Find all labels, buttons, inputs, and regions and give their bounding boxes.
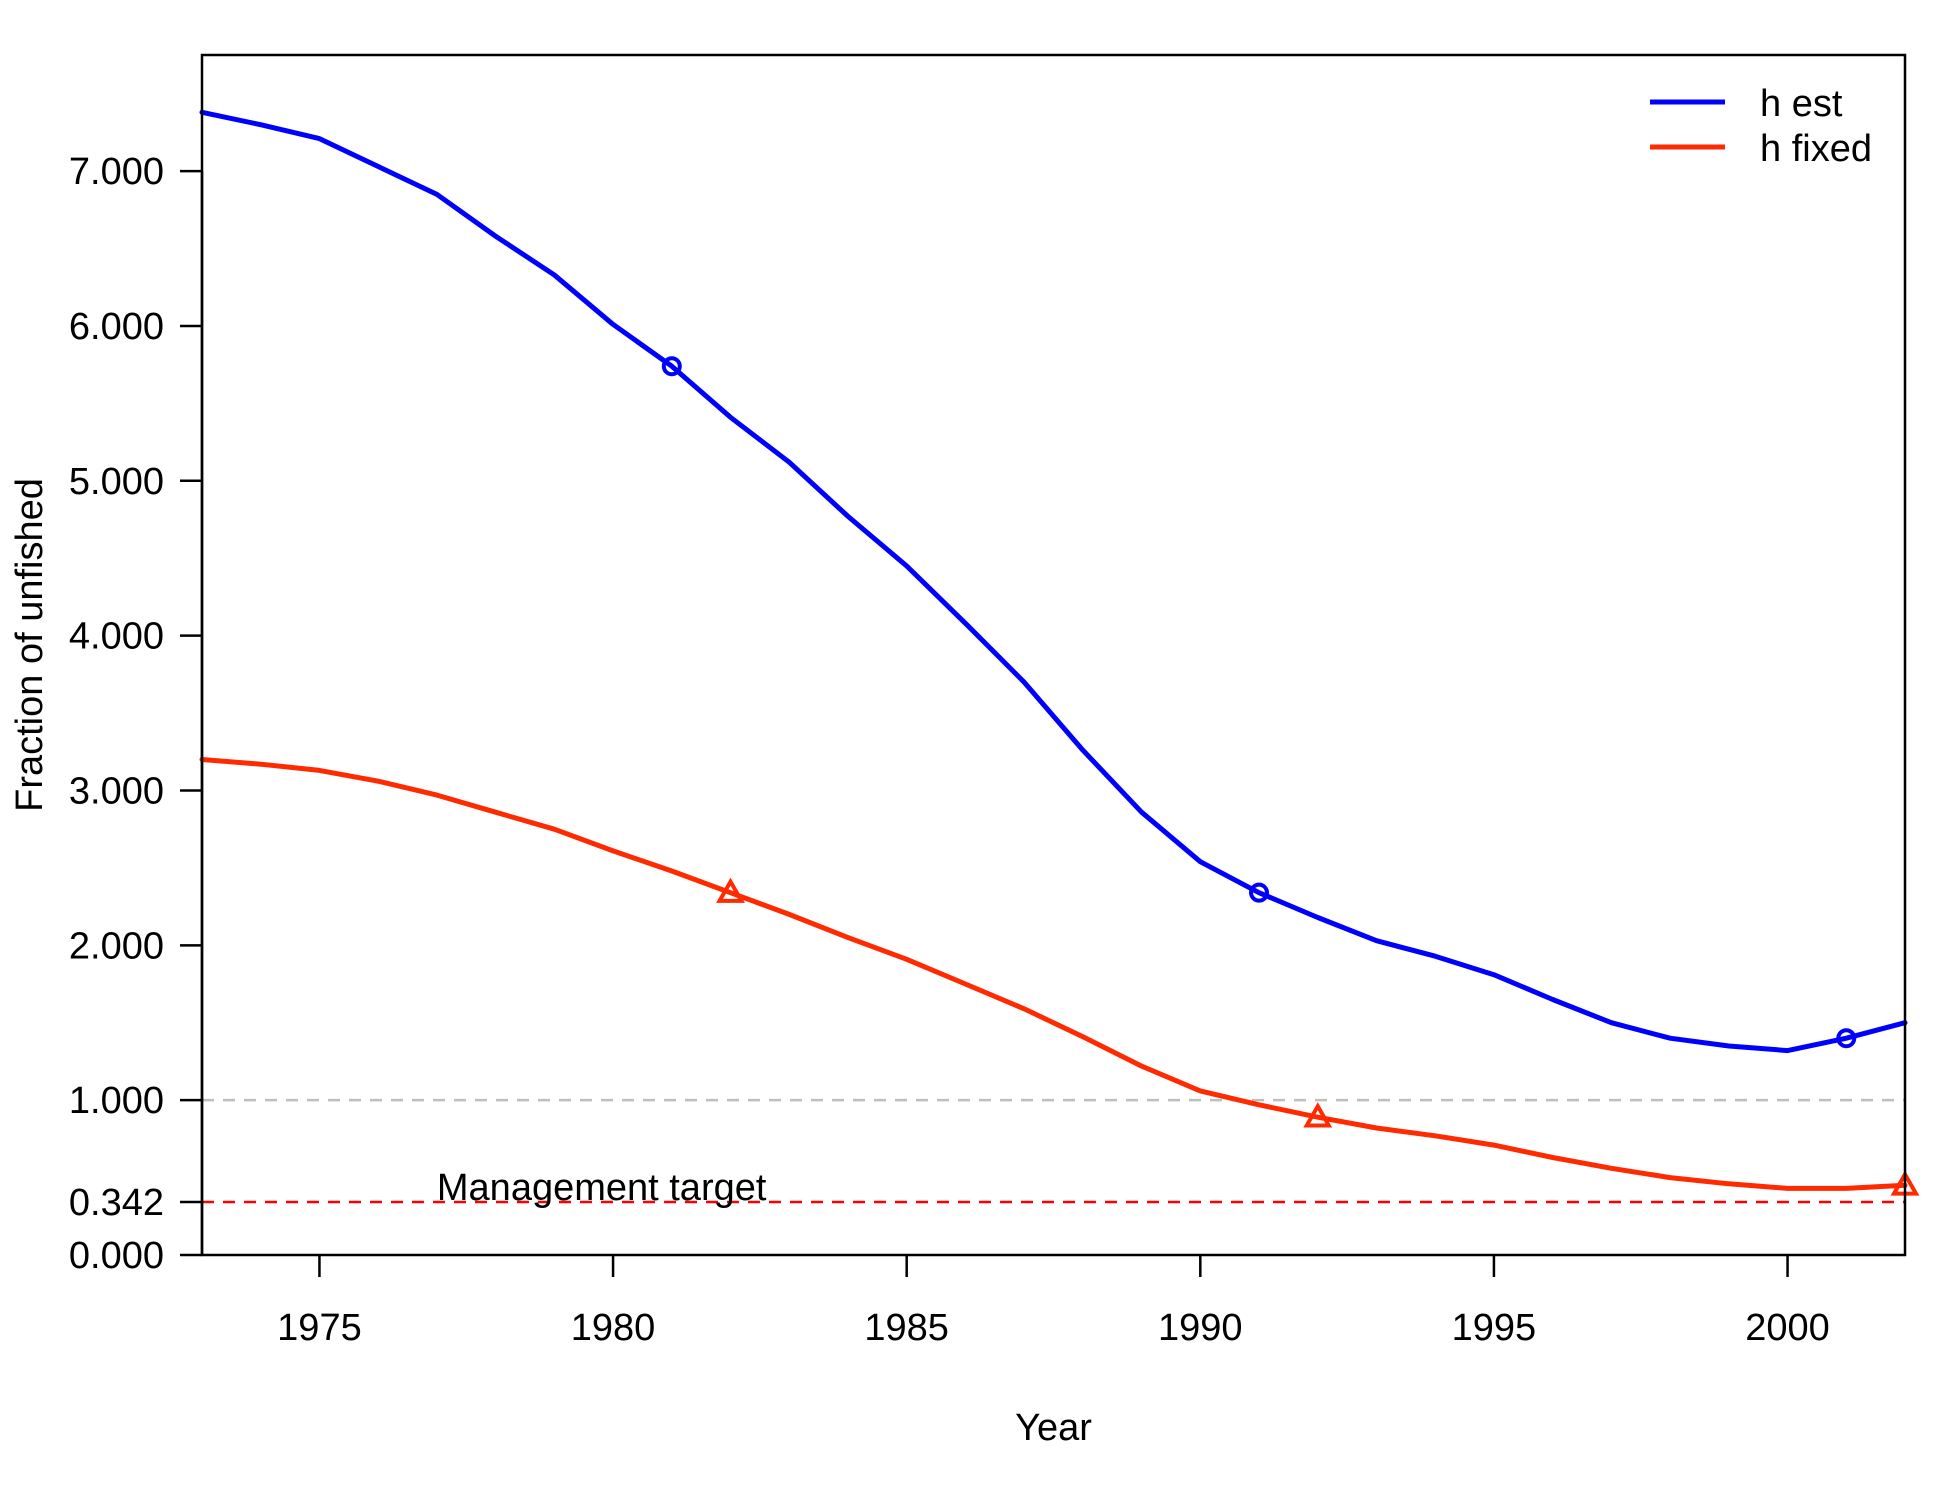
y-tick-label: 4.000 xyxy=(69,616,164,658)
y-axis: 0.000 0.342 1.000 2.000 3.000 4.000 5.000 6.000… xyxy=(69,151,204,1277)
y-tick-label: 6.000 xyxy=(69,306,164,348)
y-tick-label: 0.000 xyxy=(69,1235,164,1277)
x-tick-label: 1995 xyxy=(1452,1307,1537,1349)
series-point xyxy=(1249,882,1270,903)
series-point xyxy=(716,877,745,903)
x-tick-label: 1980 xyxy=(571,1307,656,1349)
series-point xyxy=(1303,1102,1333,1128)
series-point xyxy=(1836,1028,1857,1049)
series-lines xyxy=(199,109,1908,1191)
x-tick-label: 1990 xyxy=(1158,1307,1243,1349)
y-tick-label: 3.000 xyxy=(69,770,164,812)
legend-label: h est xyxy=(1760,83,1843,125)
y-tick-label: 5.000 xyxy=(69,461,164,503)
y-tick-label: 1.000 xyxy=(69,1080,164,1122)
y-axis-title: Fraction of unfished xyxy=(9,478,51,812)
x-tick-label: 1975 xyxy=(277,1307,362,1349)
reference-line-label: Management target xyxy=(437,1167,767,1209)
y-tick-label: 7.000 xyxy=(69,151,164,193)
y-tick-label: 0.342 xyxy=(69,1182,164,1224)
x-axis-title: Year xyxy=(1015,1407,1092,1449)
x-axis: 1975 1980 1985 1990 1995 2000 xyxy=(277,1255,1830,1349)
x-tick-label: 2000 xyxy=(1745,1307,1830,1349)
reference-lines: Management target xyxy=(202,1098,1905,1209)
series-markers xyxy=(661,356,1920,1196)
series-line xyxy=(199,757,1908,1191)
series-line xyxy=(199,109,1908,1054)
y-tick-label: 2.000 xyxy=(69,925,164,967)
legend-label: h fixed xyxy=(1760,128,1872,170)
series-point xyxy=(661,356,682,377)
x-tick-label: 1985 xyxy=(864,1307,949,1349)
plot-frame xyxy=(200,53,1907,1257)
